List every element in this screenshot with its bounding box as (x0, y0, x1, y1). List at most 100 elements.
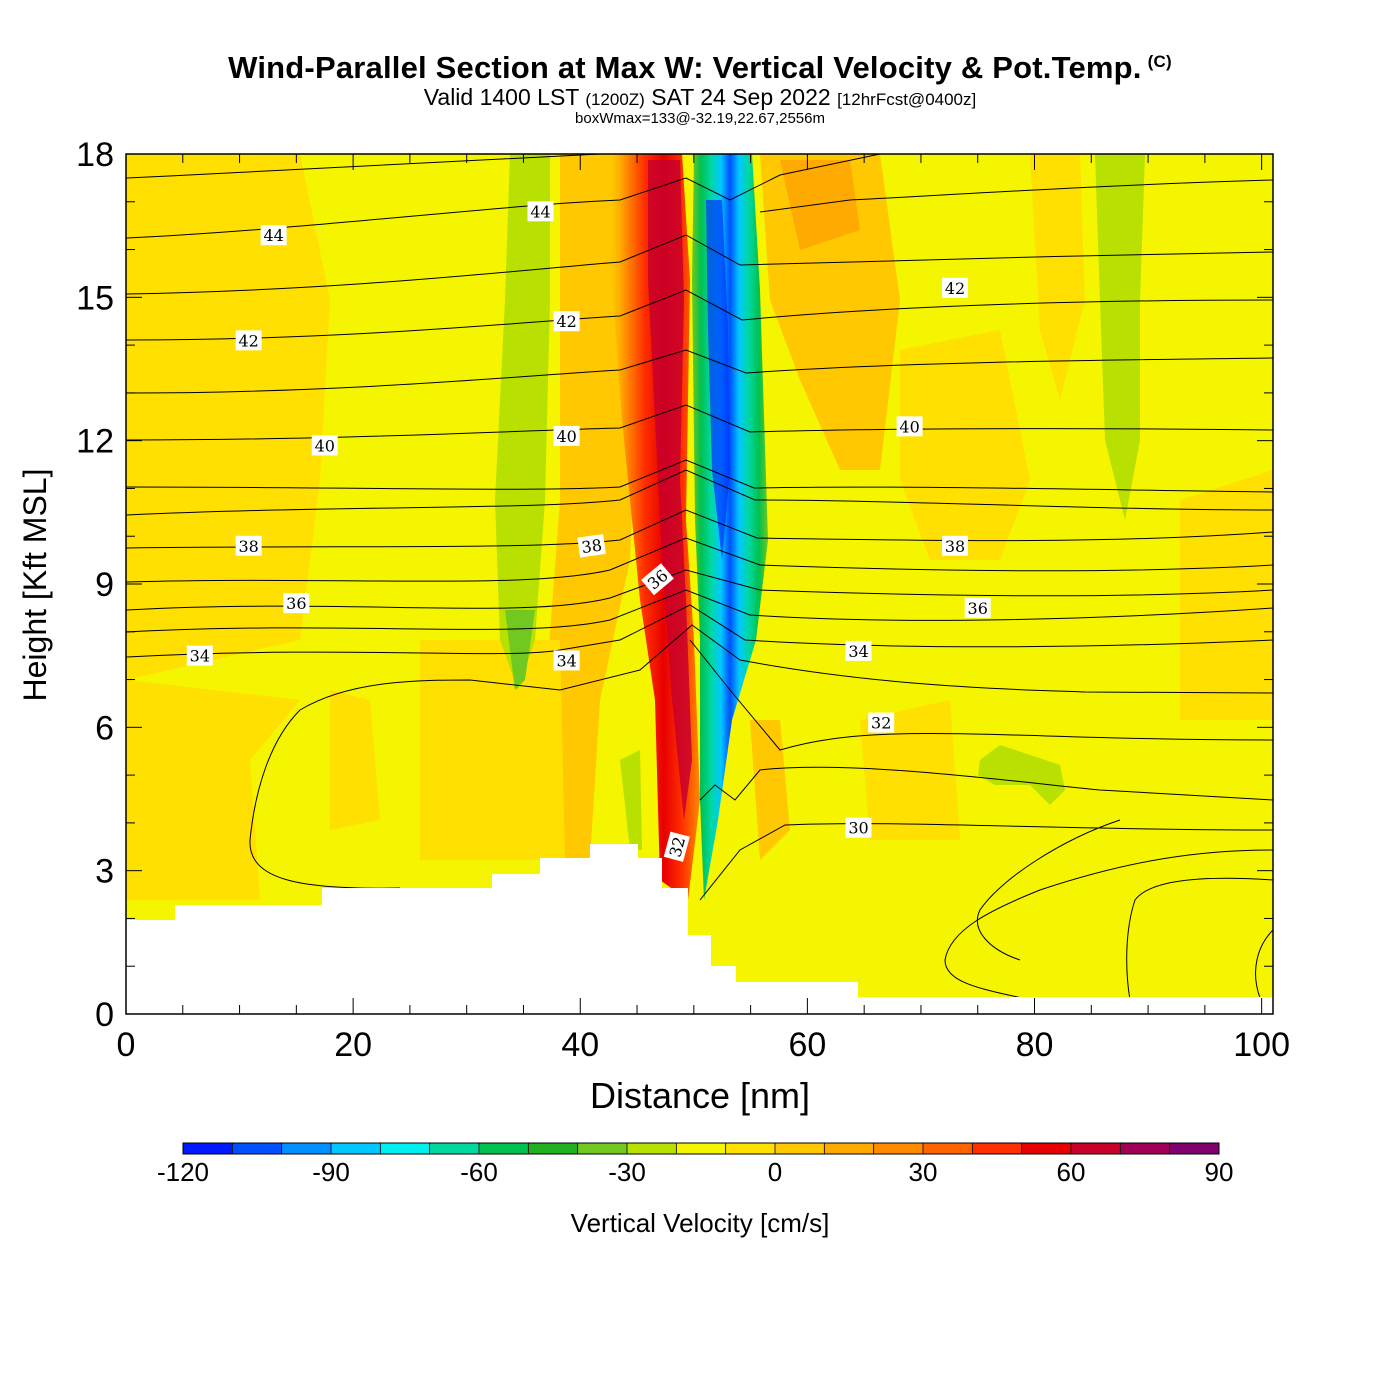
theta-label-text: 42 (556, 312, 576, 331)
theta-contour (699, 823, 1273, 901)
x-tick-label: 40 (561, 1026, 599, 1064)
valid-time: Valid 1400 LST (423, 84, 579, 110)
colorbar-swatch (232, 1143, 283, 1154)
colorbar-swatch (1120, 1143, 1171, 1154)
theta-label: 30 (845, 817, 872, 838)
theta-label-box (868, 712, 895, 733)
theta-label-text: 38 (945, 537, 965, 556)
y-tick-label: 18 (76, 136, 114, 174)
colorbar-tick-label: -60 (460, 1157, 498, 1187)
theta-contour (759, 179, 1273, 213)
colorbar-tick-label: 30 (909, 1157, 938, 1187)
field-region (750, 720, 790, 860)
theta-label-box (553, 650, 580, 671)
colorbar-swatch (627, 1143, 677, 1154)
theta-label: 34 (553, 650, 580, 671)
colorbar-tick-label: -120 (157, 1157, 209, 1187)
colorbar-swatch (873, 1143, 924, 1154)
theta-label-text: 34 (190, 647, 210, 666)
colorbar-swatch (923, 1143, 973, 1154)
theta-label: 38 (577, 534, 606, 558)
field-region (495, 154, 550, 690)
colorbar-tick-label: 90 (1205, 1157, 1234, 1187)
theta-label: 40 (311, 435, 338, 456)
theta-label: 44 (260, 225, 287, 246)
theta-contour (689, 639, 1273, 751)
theta-contour (1126, 877, 1273, 1001)
terrain (126, 844, 1273, 1014)
theta-label: 44 (527, 201, 554, 222)
theta-label-box (235, 330, 262, 351)
colorbar-swatch (1021, 1143, 1072, 1154)
field-region (126, 154, 330, 680)
colorbar-frame (182, 1142, 1220, 1155)
colorbar-tick-label: 60 (1057, 1157, 1086, 1187)
theta-label: 38 (235, 535, 262, 556)
colorbar-swatch (1169, 1143, 1220, 1154)
colorbar: -120 -90 -60 -30 0 30 60 90 (157, 1142, 1234, 1187)
field-region (1180, 470, 1273, 720)
theta-label-text: 32 (871, 714, 891, 733)
theta-contour (126, 154, 601, 179)
colorbar-swatch (479, 1143, 529, 1154)
colorbar-swatch (183, 1143, 233, 1154)
theta-label-text: 42 (945, 279, 965, 298)
theta-label: 38 (942, 535, 969, 556)
chart-subtitle: Valid 1400 LST (1200Z) SAT 24 Sep 2022 [… (0, 84, 1400, 111)
colorbar-swatch (725, 1143, 776, 1154)
theta-label: 32 (663, 831, 690, 862)
y-axis-label: Height [Kft MSL] (17, 469, 53, 702)
colorbar-label: Vertical Velocity [cm/s] (571, 1208, 830, 1238)
theta-contour (299, 624, 1273, 711)
field-region (978, 745, 1065, 805)
potential-temperature-contours (126, 154, 1273, 1001)
theta-label: 40 (553, 425, 580, 446)
x-tick-label: 100 (1233, 1026, 1290, 1064)
field-region (620, 750, 642, 850)
field-region (505, 610, 535, 690)
y-tick-label: 12 (76, 423, 114, 461)
colorbar-tick-label: -90 (312, 1157, 350, 1187)
theta-label: 42 (942, 277, 969, 298)
theta-label-text: 40 (556, 427, 576, 446)
colorbar-swatch (1071, 1143, 1121, 1154)
theta-label-text: 30 (848, 819, 868, 838)
theta-label-text: 34 (848, 642, 868, 661)
forecast-run: [12hrFcst@0400z] (837, 90, 977, 109)
theta-contour (126, 537, 1273, 583)
theta-label: 36 (964, 597, 991, 618)
theta-contour (126, 509, 1273, 549)
colorbar-swatch (281, 1143, 332, 1154)
utc-time: (1200Z) (585, 90, 645, 109)
theta-contour (976, 819, 1121, 961)
theta-contour (126, 154, 881, 239)
theta-contour (944, 849, 1273, 1001)
theta-label-box (896, 416, 923, 437)
theta-contour (126, 604, 1273, 658)
theta-label-box (641, 563, 674, 596)
x-tick-label: 60 (788, 1026, 826, 1064)
field-region (420, 640, 565, 860)
theta-label-box (663, 831, 690, 862)
theta-label-box (845, 640, 872, 661)
copyright-mark: (C) (1147, 52, 1172, 71)
theta-label-text: 42 (238, 331, 258, 350)
theta-contour (126, 469, 1273, 516)
theta-label-box (553, 311, 580, 332)
vertical-velocity-field (126, 154, 1273, 1014)
theta-label-text: 36 (286, 594, 306, 613)
theta-label-box (260, 225, 287, 246)
theta-label-box (845, 817, 872, 838)
valid-date: SAT 24 Sep 2022 (651, 84, 831, 110)
updraft-core (648, 160, 692, 820)
theta-label-text: 36 (968, 599, 988, 618)
theta-label-box (186, 645, 213, 666)
theta-label: 34 (186, 645, 213, 666)
theta-label-box (311, 435, 338, 456)
theta-label: 40 (896, 416, 923, 437)
field-region (860, 700, 960, 840)
colorbar-swatch (577, 1143, 628, 1154)
theta-contour (249, 709, 401, 889)
x-tick-label: 80 (1016, 1026, 1054, 1064)
